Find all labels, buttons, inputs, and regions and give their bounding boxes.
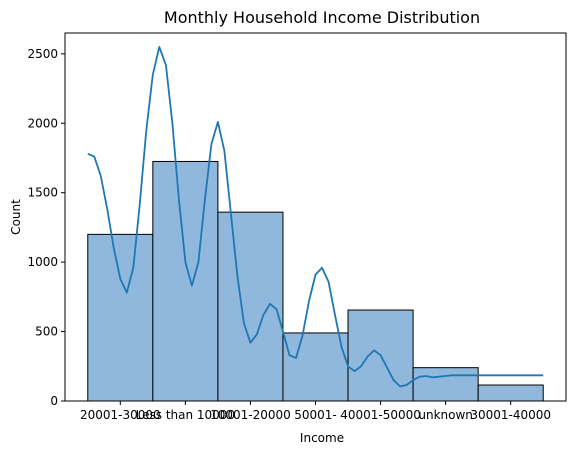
x-tick-label-4: 40001-50000 [340, 408, 421, 422]
kde-layer [87, 46, 544, 388]
y-tick-label-0: 0 [50, 394, 58, 408]
x-tick-label-6: 30001-40000 [470, 408, 551, 422]
bar-1 [152, 160, 219, 402]
x-tick-label-5: unknown [418, 408, 473, 422]
y-tick-label-3: 1500 [27, 186, 58, 200]
bar-5 [412, 367, 479, 402]
x-tick-label-0: 20001-30000 [80, 408, 161, 422]
y-axis-label: Count [9, 199, 23, 235]
kde-line [87, 46, 544, 388]
x-tick-label-1: Less than 10000 [136, 408, 235, 422]
y-tick-label-4: 2000 [27, 116, 58, 130]
bars-layer [87, 160, 544, 402]
bar-0 [87, 233, 154, 402]
chart-title: Monthly Household Income Distribution [164, 8, 480, 27]
y-tick-label-1: 500 [35, 325, 58, 339]
x-axis-label: Income [300, 431, 344, 445]
bar-6 [477, 384, 544, 402]
y-axis-ticks: 0 500 1000 1500 2000 2500 [27, 47, 65, 408]
y-tick-label-5: 2500 [27, 47, 58, 61]
y-tick-label-2: 1000 [27, 255, 58, 269]
x-tick-label-2: 10001-20000 [210, 408, 291, 422]
bar-3 [282, 332, 349, 402]
x-tick-label-3: 50001- [294, 408, 337, 422]
plot-frame [64, 32, 567, 402]
